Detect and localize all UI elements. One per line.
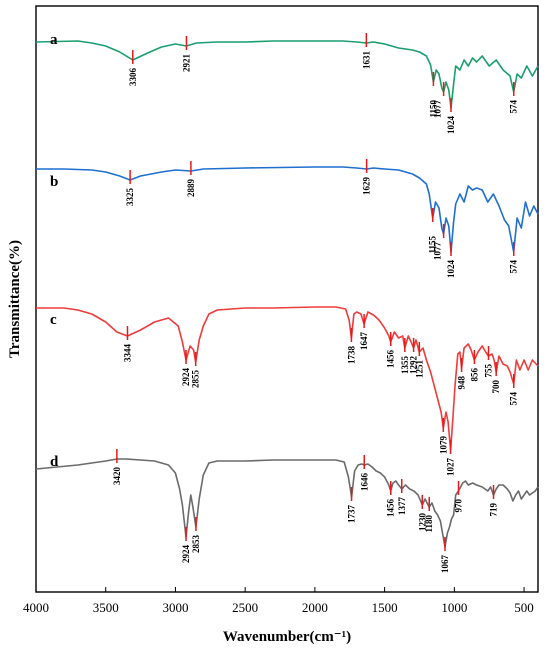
peak-label-b-574: 574 [509,260,519,274]
peak-label-c-948: 948 [457,376,467,390]
panel-label-b: b [50,174,58,190]
x-tick-label-3000: 3000 [162,600,188,615]
peak-label-c-1738: 1738 [346,346,356,365]
peak-label-b-1629: 1629 [362,177,372,196]
peak-label-c-856: 856 [469,368,479,382]
peak-label-d-3420: 3420 [112,467,122,486]
plot-frame [35,5,539,593]
peak-label-b-2889: 2889 [186,179,196,198]
x-tick-label-1000: 1000 [441,600,467,615]
peak-label-d-1067: 1067 [440,555,450,574]
peak-label-c-2924: 2924 [181,368,191,387]
peak-label-d-1456: 1456 [386,499,396,518]
peak-label-a-3306: 3306 [128,68,138,87]
peak-markers-group [116,33,515,551]
peak-label-d-1646: 1646 [359,473,369,492]
peak-label-c-1292: 1292 [409,356,419,375]
peak-label-d-1377: 1377 [397,497,407,516]
spectrum-c [36,306,539,451]
x-tick-label-4000: 4000 [23,600,49,615]
peak-label-a-1631: 1631 [361,51,371,70]
y-axis-title: Transmittance(%) [7,240,23,358]
x-axis-title: Wavenumber(cm⁻¹) [223,629,351,645]
peak-label-c-1079: 1079 [438,436,448,455]
peak-label-d-970: 970 [454,499,464,513]
peak-label-c-1355: 1355 [400,356,410,375]
spectrum-a [35,40,539,109]
peak-label-a-574: 574 [509,100,519,114]
peak-label-d-2853: 2853 [191,535,201,554]
peak-label-c-3344: 3344 [123,344,133,363]
peak-label-d-1230: 1230 [417,513,427,532]
x-tick-label-1500: 1500 [372,600,398,615]
peak-label-c-755: 755 [484,364,494,378]
peak-label-b-1024: 1024 [446,260,456,279]
peak-label-c-1647: 1647 [359,332,369,351]
peak-label-d-2924: 2924 [181,545,191,564]
peak-label-c-1456: 1456 [386,350,396,369]
spectrum-b [36,166,539,253]
panel-label-d: d [50,454,59,470]
peak-label-c-574: 574 [509,392,519,406]
peak-label-d-1180: 1180 [424,515,434,533]
x-tick-label-3500: 3500 [93,600,119,615]
panel-label-c: c [50,312,57,328]
x-ticks-group: 4000 3500 3000 2500 2000 1500 1000 500 [23,587,534,615]
peak-label-d-719: 719 [489,503,499,517]
peak-label-b-1077: 1077 [433,242,443,261]
peak-label-d-1737: 1737 [347,505,357,524]
peak-label-b-1155: 1155 [428,236,438,254]
x-tick-label-2000: 2000 [302,600,328,615]
x-tick-label-500: 500 [514,600,534,615]
peak-label-c-700: 700 [491,380,501,394]
peak-label-a-2921: 2921 [182,54,192,73]
peak-label-c-1027: 1027 [446,458,456,477]
peak-label-b-3325: 3325 [125,188,135,207]
panel-label-a: a [50,32,58,48]
peak-label-a-1077: 1077 [433,100,443,119]
panel-labels-group: a b c d [50,32,59,470]
peak-label-a-1024: 1024 [446,116,456,135]
peak-label-a-1150: 1150 [428,100,438,118]
peak-label-c-2855: 2855 [191,370,201,389]
x-tick-label-2500: 2500 [232,600,258,615]
peak-label-c-1251: 1251 [414,360,424,379]
